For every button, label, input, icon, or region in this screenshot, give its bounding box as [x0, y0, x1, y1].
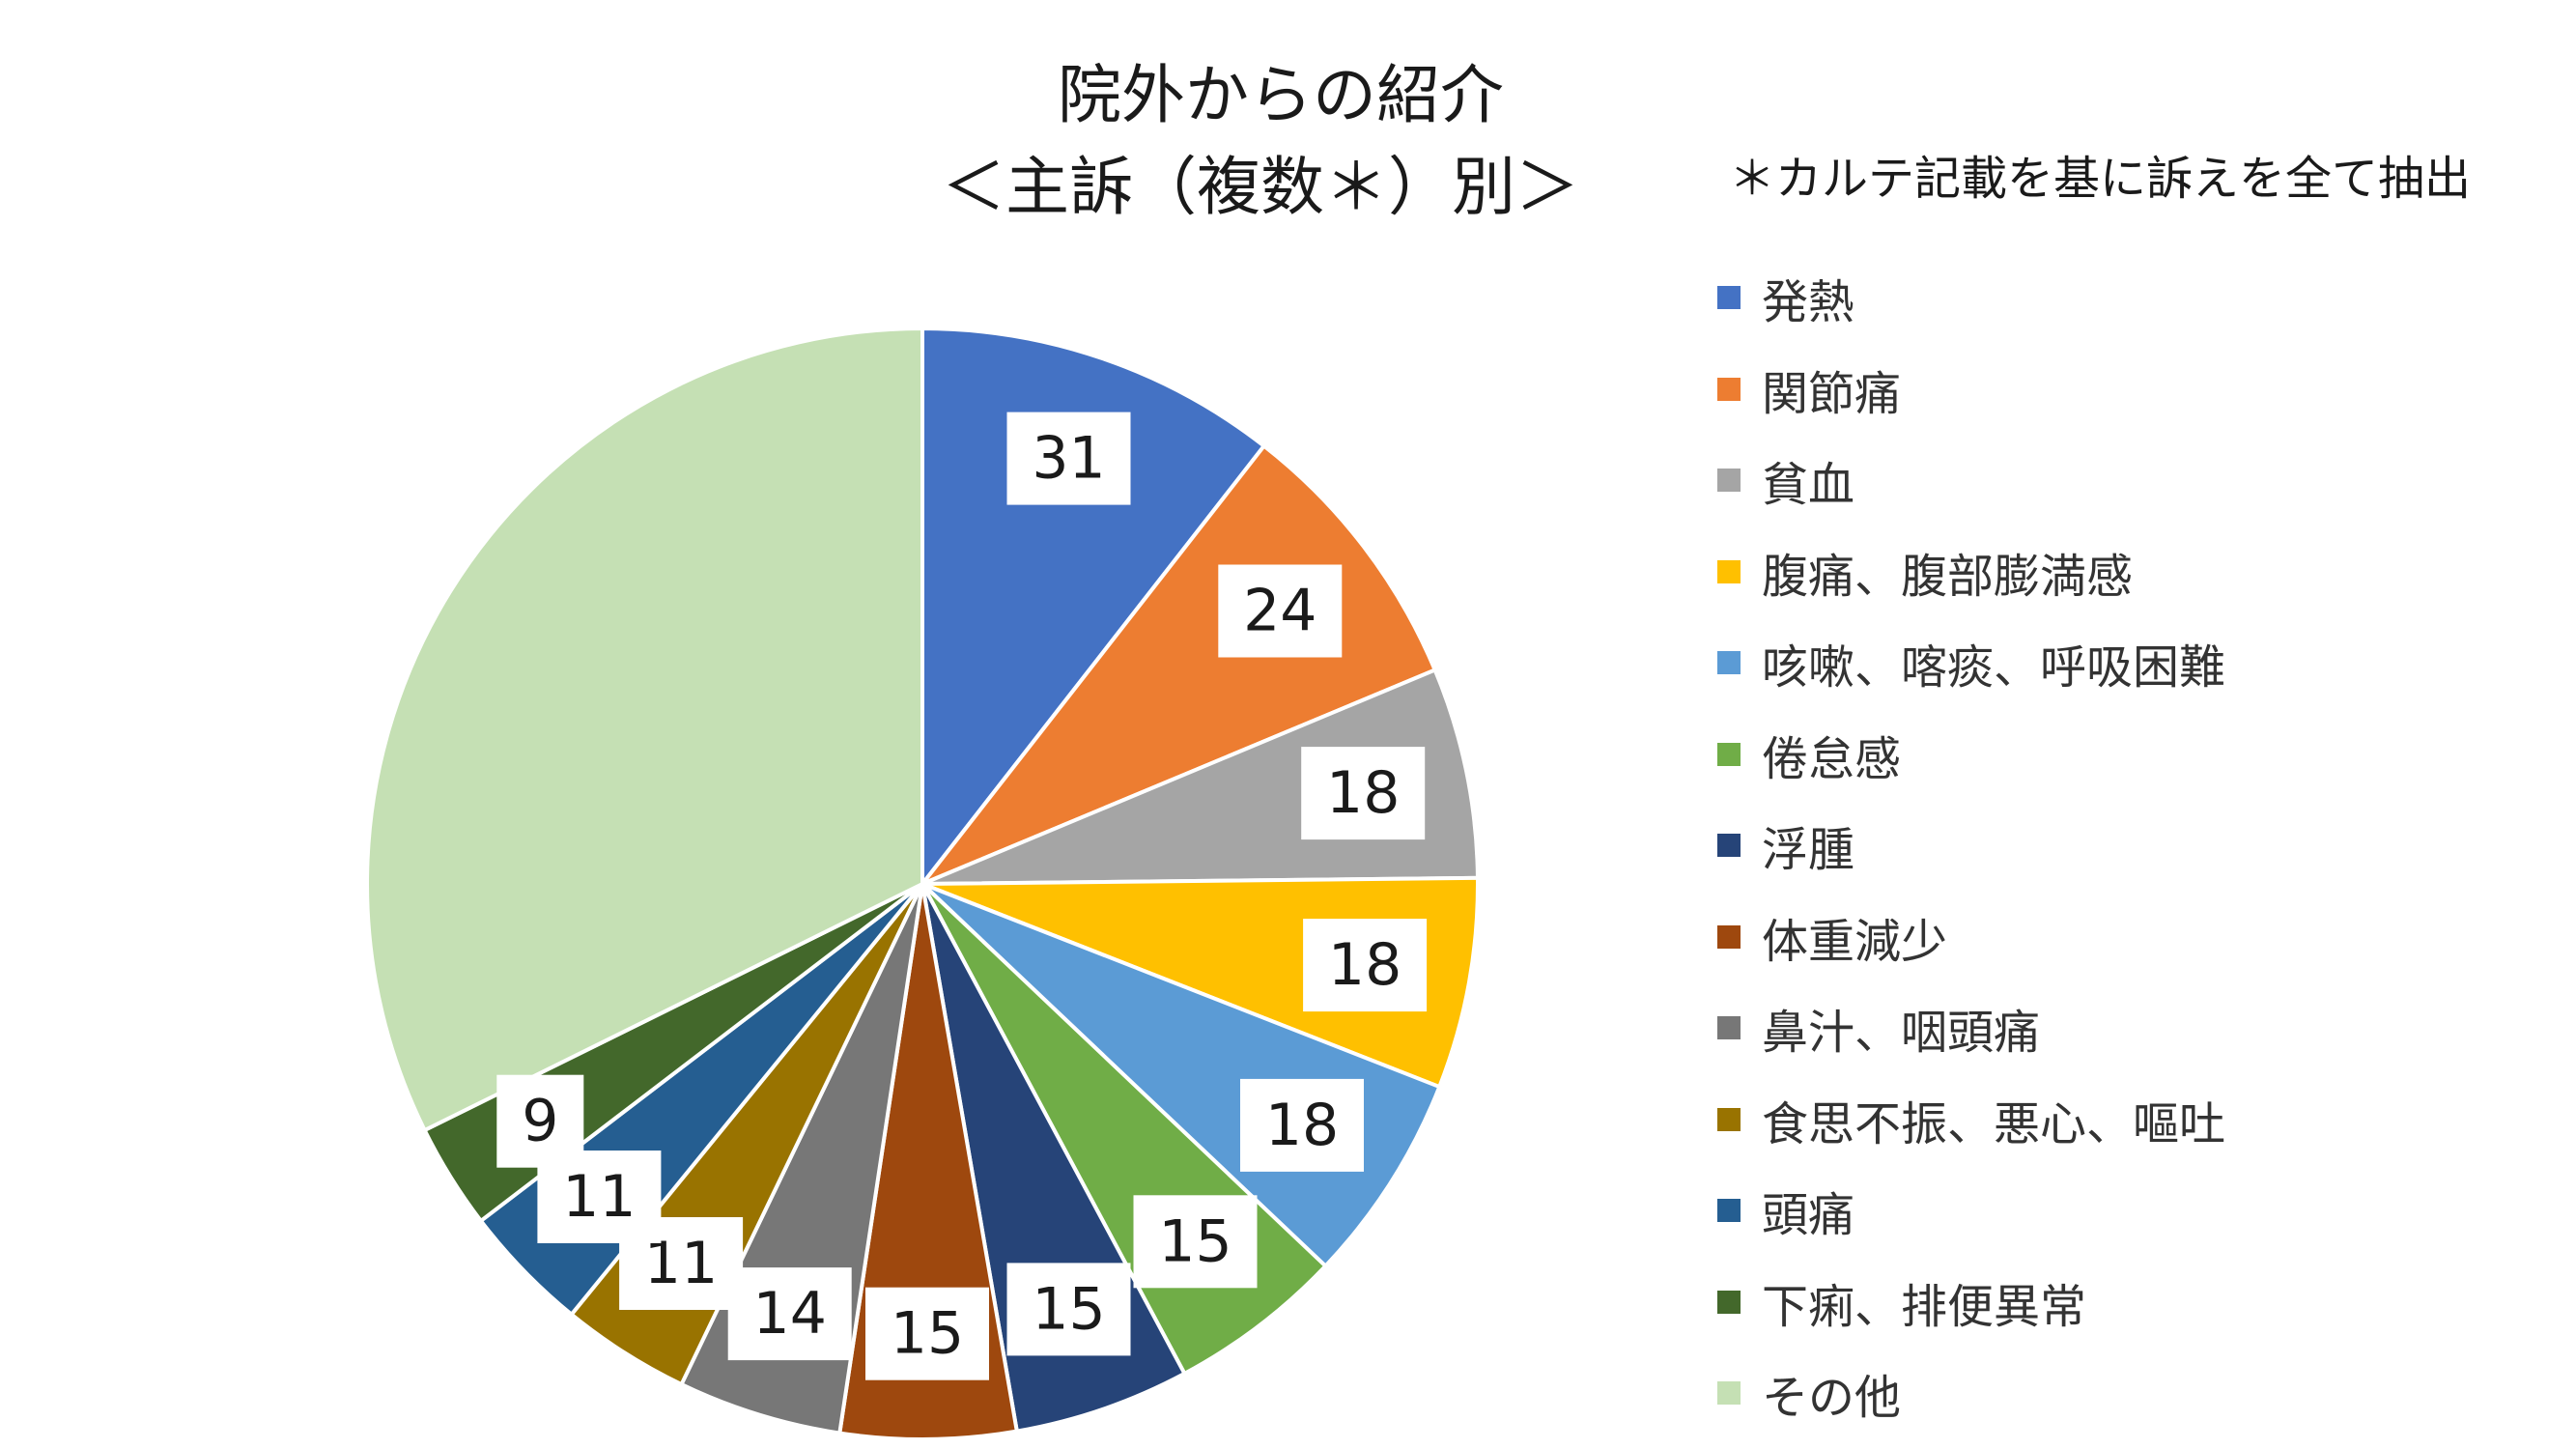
- legend-swatch-9: [1717, 1107, 1741, 1131]
- legend-label-7: 体重減少: [1762, 914, 1948, 969]
- pie-slice-1: [916, 442, 1438, 889]
- data-label-7: 15: [865, 1287, 989, 1380]
- legend-label-9: 食思不振、悪心、嘔吐: [1762, 1096, 2226, 1151]
- data-label-4: 18: [1240, 1078, 1364, 1172]
- legend-label-5: 倦怠感: [1762, 731, 1902, 786]
- chart-title: 院外からの紹介: [1058, 58, 1504, 132]
- legend-item-4: 咳嗽、喀痰、呼吸困難: [1717, 634, 2225, 695]
- legend-swatch-4: [1717, 651, 1741, 674]
- data-label-0: 31: [1006, 412, 1131, 505]
- legend-swatch-6: [1717, 834, 1741, 857]
- data-label-text-10: 11: [562, 1163, 636, 1231]
- legend-item-1: 関節痛: [1717, 360, 1901, 421]
- pie-slice-12: [365, 326, 924, 1133]
- legend-label-8: 鼻汁、咽頭痛: [1762, 1006, 2041, 1060]
- legend-item-9: 食思不振、悪心、嘔吐: [1717, 1091, 2225, 1151]
- chart-note: ＊カルテ記載を基に訴えを全て抽出: [1729, 152, 2472, 206]
- data-label-box-2: [1301, 747, 1426, 840]
- data-label-box-5: [1133, 1195, 1258, 1289]
- data-label-text-8: 14: [753, 1280, 827, 1348]
- legend-swatch-1: [1717, 377, 1741, 401]
- legend-swatch-3: [1717, 559, 1741, 583]
- data-label-text-0: 31: [1032, 425, 1105, 493]
- legend-label-3: 腹痛、腹部膨満感: [1762, 549, 2134, 604]
- legend-item-12: その他: [1717, 1364, 1901, 1425]
- legend-swatch-11: [1717, 1290, 1741, 1314]
- legend-swatch-7: [1717, 924, 1741, 949]
- legend-swatch-10: [1717, 1199, 1741, 1222]
- legend-swatch-2: [1717, 469, 1741, 492]
- data-label-text-4: 18: [1265, 1092, 1339, 1159]
- data-label-text-7: 15: [891, 1300, 964, 1368]
- data-label-box-3: [1303, 919, 1428, 1012]
- legend-label-4: 咳嗽、喀痰、呼吸困難: [1762, 640, 2226, 695]
- legend-item-6: 浮腫: [1717, 816, 1854, 877]
- legend-item-7: 体重減少: [1717, 908, 1947, 969]
- slices-layer: [365, 326, 1480, 1441]
- data-label-box-1: [1218, 564, 1343, 658]
- data-label-11: 9: [496, 1074, 584, 1168]
- data-label-3: 18: [1303, 919, 1428, 1012]
- legend-swatch-12: [1717, 1381, 1741, 1405]
- data-label-box-11: [496, 1074, 584, 1168]
- data-label-text-3: 18: [1328, 931, 1401, 999]
- legend-label-11: 下痢、排便異常: [1762, 1279, 2087, 1334]
- legend-label-0: 発熱: [1762, 275, 1855, 329]
- data-label-box-7: [865, 1287, 989, 1380]
- legend-item-0: 発熱: [1717, 269, 1854, 329]
- data-label-5: 15: [1133, 1195, 1258, 1289]
- data-label-2: 18: [1301, 747, 1426, 840]
- legend-item-10: 頭痛: [1717, 1181, 1854, 1242]
- legend-swatch-0: [1717, 286, 1741, 309]
- legend-swatch-5: [1717, 742, 1741, 766]
- legend-label-6: 浮腫: [1762, 823, 1855, 877]
- legend-item-3: 腹痛、腹部膨満感: [1717, 543, 2133, 604]
- data-label-8: 14: [727, 1267, 852, 1361]
- data-label-box-4: [1240, 1078, 1364, 1172]
- legend-item-8: 鼻汁、咽頭痛: [1717, 999, 2040, 1060]
- data-label-box-8: [727, 1267, 852, 1361]
- data-label-box-0: [1006, 412, 1131, 505]
- data-label-box-6: [1006, 1263, 1131, 1356]
- legend-label-2: 貧血: [1762, 458, 1855, 512]
- data-label-text-11: 9: [522, 1088, 558, 1155]
- legend-item-11: 下痢、排便異常: [1717, 1273, 2086, 1334]
- data-label-text-5: 15: [1158, 1208, 1231, 1275]
- chart-subtitle: ＜主訴（複数＊）別＞: [942, 150, 1579, 224]
- legend-label-10: 頭痛: [1762, 1188, 1855, 1242]
- legend-item-5: 倦怠感: [1717, 725, 1901, 786]
- data-label-1: 24: [1218, 564, 1343, 658]
- data-label-text-2: 18: [1326, 759, 1400, 827]
- data-label-6: 15: [1006, 1263, 1131, 1356]
- legend-label-1: 関節痛: [1762, 366, 1902, 421]
- data-label-text-6: 15: [1032, 1275, 1105, 1343]
- legend-item-2: 貧血: [1717, 451, 1854, 512]
- legend-label-12: その他: [1762, 1371, 1902, 1425]
- data-label-text-1: 24: [1243, 578, 1316, 645]
- legend-swatch-8: [1717, 1016, 1741, 1039]
